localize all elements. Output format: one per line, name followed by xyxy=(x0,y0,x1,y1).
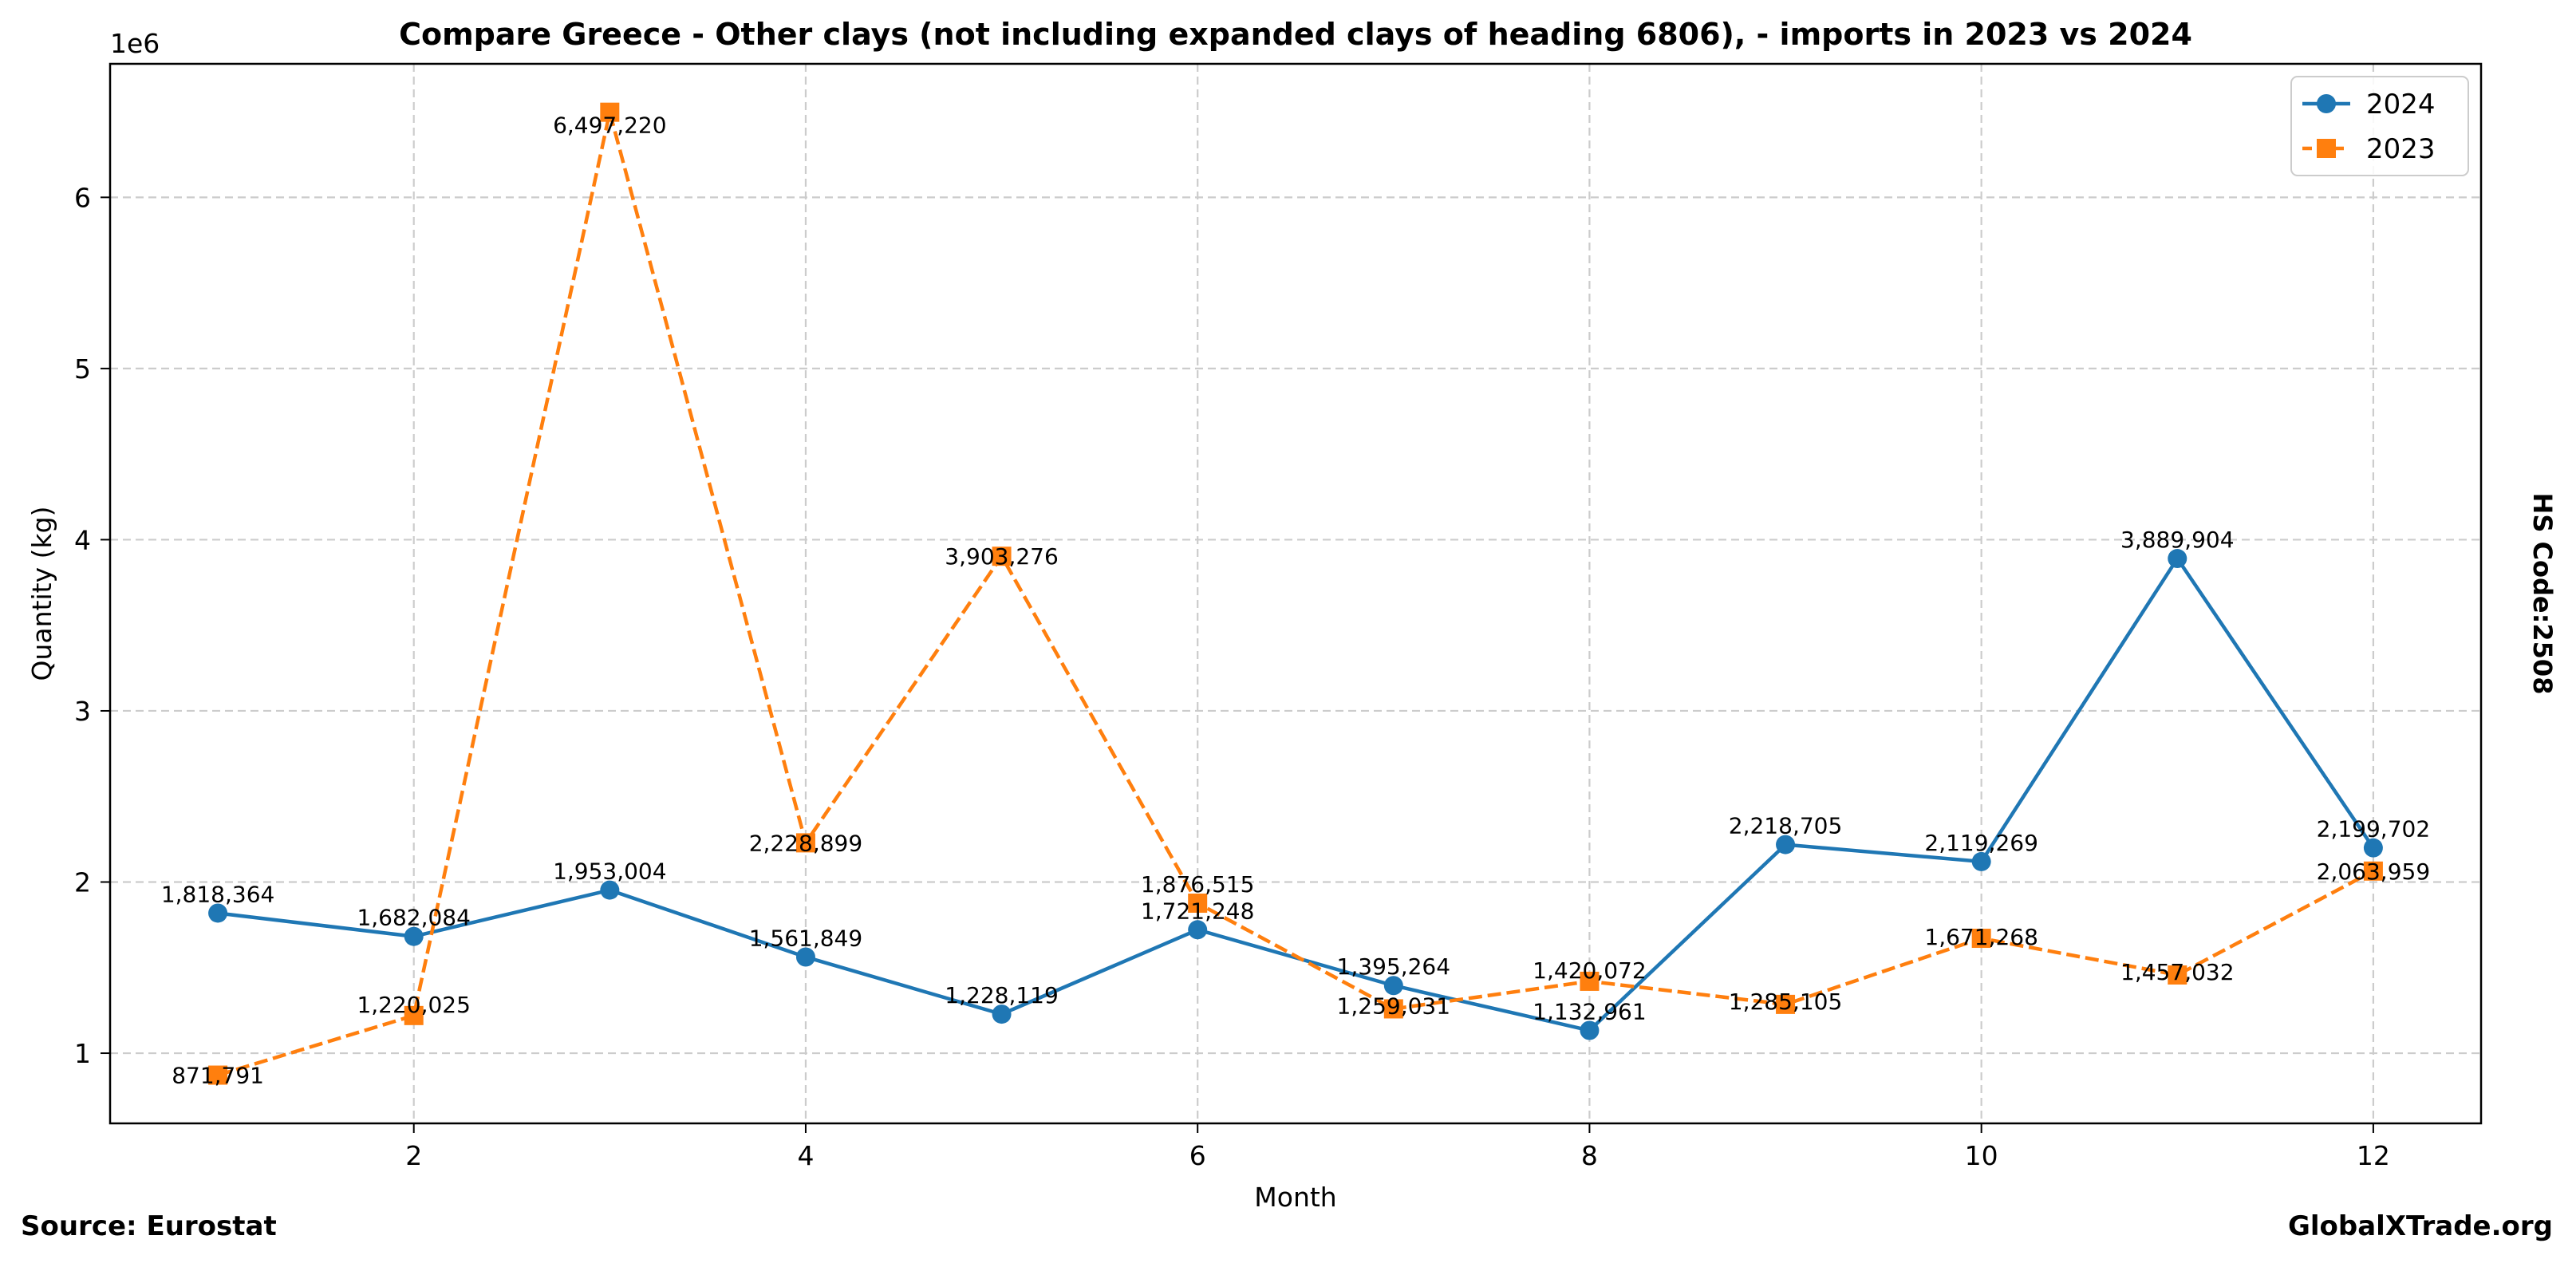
x-tick-label: 12 xyxy=(2357,1140,2390,1171)
data-point-2023 xyxy=(1188,893,1208,913)
data-label-2023: 1,876,515 xyxy=(1141,871,1255,898)
data-label-2023: 1,671,268 xyxy=(1924,924,2038,950)
y-tick-label: 5 xyxy=(74,353,91,385)
data-label-2023: 871,791 xyxy=(172,1063,264,1089)
x-tick-label: 10 xyxy=(1965,1140,1998,1171)
y-tick-label: 6 xyxy=(74,182,91,213)
y-tick-label: 4 xyxy=(74,524,91,555)
series-line-2023 xyxy=(217,110,2374,1077)
data-labels-layer: 1,818,364 1,682,084 1,953,004 1,561,849 1,22… xyxy=(161,112,2430,1089)
chart-title: Compare Greece - Other clays (not includ… xyxy=(399,17,2192,52)
data-point-2023 xyxy=(1971,929,1991,949)
plot-frame xyxy=(108,62,2483,1125)
y-scale-label: 1e6 xyxy=(110,28,160,59)
x-tick-label: 2 xyxy=(405,1140,422,1171)
data-point-2024 xyxy=(1971,851,1991,871)
data-point-2024 xyxy=(1383,976,1403,996)
legend-marker-2023 xyxy=(2317,139,2336,158)
data-label-2023: 1,259,031 xyxy=(1337,993,1451,1019)
data-label-2024: 2,199,702 xyxy=(2317,816,2431,843)
data-point-2023 xyxy=(208,1065,228,1085)
data-point-2023 xyxy=(1580,971,1600,991)
data-label-2023: 1,457,032 xyxy=(2120,959,2235,985)
data-point-2024 xyxy=(208,903,228,923)
data-point-2023 xyxy=(2168,965,2187,985)
y-tick-label: 3 xyxy=(74,696,91,727)
data-point-2024 xyxy=(795,947,815,967)
data-point-2023 xyxy=(2363,861,2383,881)
data-point-2023 xyxy=(1776,994,1796,1014)
data-point-2024 xyxy=(1580,1020,1600,1040)
data-label-2023: 2,063,959 xyxy=(2317,858,2431,885)
data-point-2024 xyxy=(404,926,424,946)
x-axis-ticks: 2 4 6 8 10 12 xyxy=(405,1123,2390,1171)
data-point-2024 xyxy=(600,880,620,900)
data-label-2024: 1,132,961 xyxy=(1533,999,1647,1025)
data-label-2024: 1,818,364 xyxy=(161,881,275,907)
y-tick-label: 1 xyxy=(74,1038,91,1069)
y-tick-label: 2 xyxy=(74,866,91,898)
hs-code-label: HS Code:2508 xyxy=(2527,493,2558,695)
data-point-2024 xyxy=(2363,838,2383,858)
legend-label-2023: 2023 xyxy=(2366,133,2436,165)
y-axis-label: Quantity (kg) xyxy=(26,507,57,681)
data-label-2024: 1,682,084 xyxy=(357,905,471,931)
data-label-2024: 3,889,904 xyxy=(2120,527,2235,553)
data-label-2024: 2,218,705 xyxy=(1729,813,1843,839)
brand-label: GlobalXTrade.org xyxy=(2288,1210,2553,1242)
x-tick-label: 4 xyxy=(797,1140,814,1171)
data-point-2023 xyxy=(404,1005,424,1025)
data-point-2024 xyxy=(2168,549,2187,569)
series-layer xyxy=(208,102,2383,1085)
data-label-2023: 6,497,220 xyxy=(553,112,667,139)
data-label-2023: 1,220,025 xyxy=(357,992,471,1018)
data-point-2023 xyxy=(992,547,1012,566)
data-label-2023: 1,285,105 xyxy=(1729,989,1843,1015)
legend-label-2024: 2024 xyxy=(2366,89,2436,120)
data-point-2024 xyxy=(1776,835,1796,854)
legend-marker-2024 xyxy=(2317,94,2336,113)
x-tick-label: 6 xyxy=(1189,1140,1206,1171)
data-point-2024 xyxy=(992,1004,1012,1024)
data-label-2024: 1,395,264 xyxy=(1337,953,1451,980)
data-label-2024: 1,953,004 xyxy=(553,858,667,885)
data-label-2023: 1,420,072 xyxy=(1533,957,1647,984)
source-label: Source: Eurostat xyxy=(21,1210,277,1242)
data-point-2024 xyxy=(1188,920,1208,940)
data-point-2023 xyxy=(795,833,815,853)
data-label-2023: 2,228,899 xyxy=(749,830,863,856)
data-label-2024: 2,119,269 xyxy=(1924,830,2038,856)
data-point-2023 xyxy=(600,102,620,122)
data-point-2023 xyxy=(1383,999,1403,1019)
data-label-2024: 1,721,248 xyxy=(1141,898,1255,924)
data-label-2024: 1,228,119 xyxy=(945,982,1059,1008)
legend: 2024 2023 xyxy=(2290,76,2469,176)
x-tick-label: 8 xyxy=(1581,1140,1598,1171)
y-axis-ticks: 1 2 3 4 5 6 xyxy=(74,182,110,1069)
data-label-2023: 3,903,276 xyxy=(945,543,1059,570)
x-axis-label: Month xyxy=(1254,1182,1336,1213)
data-label-2024: 1,561,849 xyxy=(749,925,863,951)
